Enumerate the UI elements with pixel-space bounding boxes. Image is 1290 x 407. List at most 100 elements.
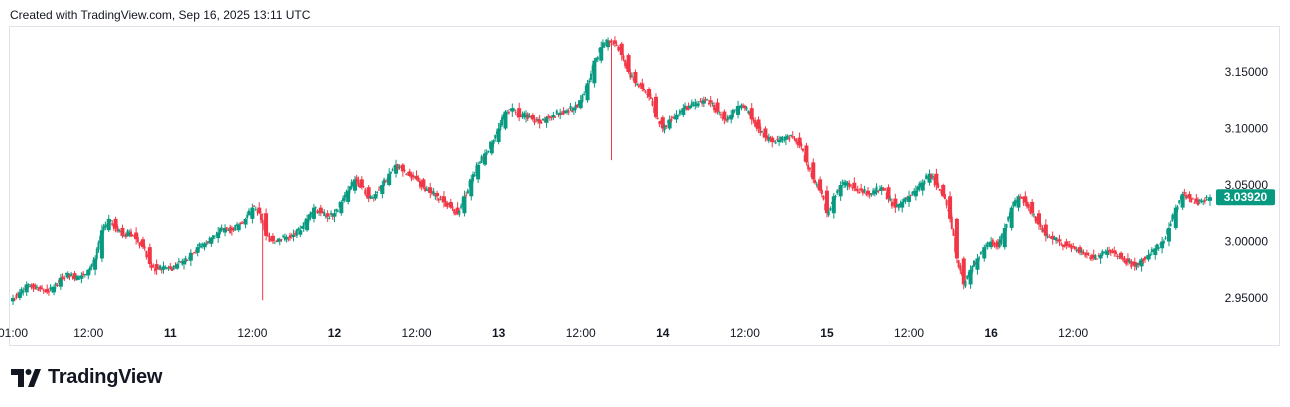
- candle-body: [667, 119, 672, 129]
- candle-body: [357, 179, 360, 187]
- candle-body: [966, 276, 969, 279]
- candle-body: [513, 109, 516, 111]
- candle-body: [576, 104, 579, 108]
- candle-body: [1173, 207, 1178, 228]
- candle-body: [1070, 245, 1073, 250]
- candle-body: [1057, 239, 1062, 242]
- candle-body: [384, 180, 387, 183]
- candle-body: [879, 187, 884, 191]
- candle-body: [218, 228, 221, 234]
- candle-body: [1135, 263, 1138, 268]
- candle-body: [405, 173, 408, 175]
- candle-body: [870, 193, 873, 195]
- candle-body: [398, 166, 401, 169]
- candle-body: [376, 191, 379, 194]
- candle-body: [469, 179, 474, 197]
- candle-body: [681, 108, 686, 115]
- candle-body: [636, 84, 639, 86]
- candle-body: [896, 204, 899, 207]
- candle-body: [964, 280, 967, 287]
- candle-body: [294, 233, 297, 235]
- candle-body: [282, 235, 285, 237]
- candle-body: [938, 188, 941, 191]
- candle-body: [656, 117, 659, 120]
- x-axis-tick-label: 12:00: [73, 326, 103, 340]
- candle-body: [171, 268, 174, 271]
- candle-body: [544, 117, 549, 123]
- candle-body: [1002, 227, 1007, 248]
- candle-body: [718, 111, 721, 113]
- candle-body: [688, 105, 693, 109]
- candle-body: [143, 246, 146, 249]
- candle-body: [232, 229, 235, 231]
- candle-body: [154, 264, 159, 270]
- candle-body: [904, 197, 907, 202]
- candle-body: [770, 137, 775, 143]
- candle-body: [400, 164, 405, 172]
- candle-body: [453, 209, 456, 214]
- candle-body: [1160, 241, 1165, 249]
- candle-body: [677, 115, 680, 117]
- candle-body: [348, 186, 351, 191]
- candle-body: [759, 126, 762, 134]
- candle-body: [182, 260, 186, 265]
- candle-body: [1041, 227, 1044, 233]
- candle-body: [793, 138, 796, 140]
- candle-body: [247, 210, 250, 216]
- candle-body: [336, 210, 339, 212]
- candle-body: [134, 232, 139, 240]
- candle-body: [978, 257, 981, 259]
- candle-body: [291, 234, 296, 237]
- candle-body: [153, 268, 156, 272]
- candle-body: [692, 104, 695, 106]
- x-axis-tick-label: 14: [656, 326, 670, 340]
- candle-body: [1091, 255, 1096, 259]
- candle-body: [318, 207, 323, 214]
- x-axis-tick-label: 13: [492, 326, 506, 340]
- candle-body: [975, 258, 980, 270]
- candle-body: [583, 93, 586, 95]
- candle-body: [225, 227, 228, 230]
- candle-body: [1007, 216, 1010, 221]
- candle-body: [542, 118, 545, 121]
- candle-body: [1067, 243, 1070, 246]
- candle-body: [1094, 255, 1097, 260]
- candle-body: [606, 40, 611, 48]
- candle-body: [35, 287, 38, 289]
- candle-body: [861, 190, 864, 194]
- candle-body: [136, 237, 139, 243]
- candle-body: [1102, 251, 1105, 253]
- candle-body: [971, 266, 974, 272]
- tradingview-branding[interactable]: TradingView: [11, 366, 162, 389]
- candle-body: [530, 114, 535, 120]
- candle-body: [733, 110, 736, 112]
- candle-body: [526, 113, 529, 119]
- candle-body: [120, 227, 125, 236]
- y-axis-tick-label: 3.15000: [1225, 65, 1269, 79]
- candle-body: [622, 55, 625, 60]
- candle-body: [752, 119, 755, 121]
- candle-body: [246, 214, 249, 219]
- candle-body: [897, 204, 900, 209]
- candle-body: [592, 60, 597, 84]
- candle-body: [311, 207, 316, 219]
- candle-body: [1064, 241, 1069, 247]
- candle-body: [20, 289, 23, 294]
- candle-body: [188, 252, 193, 261]
- candle-body: [330, 212, 333, 215]
- candle-body: [1080, 250, 1083, 253]
- candle-body: [439, 196, 442, 198]
- candle-body: [747, 111, 750, 114]
- candle-body: [24, 284, 29, 293]
- x-axis-tick-label: 16: [984, 326, 998, 340]
- candle-body: [175, 264, 180, 269]
- candle-body: [711, 102, 714, 105]
- x-axis-tick-label: 12:00: [402, 326, 432, 340]
- candle-body: [991, 239, 994, 247]
- candle-body: [1060, 243, 1063, 245]
- candle-body: [124, 233, 127, 238]
- candle-body: [713, 104, 716, 111]
- candle-body: [1185, 194, 1188, 199]
- candle-body: [1098, 255, 1103, 259]
